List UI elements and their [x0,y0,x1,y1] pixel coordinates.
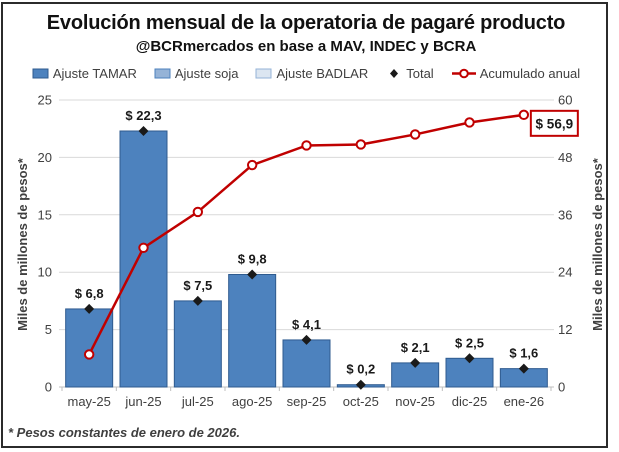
line-point-may-25 [83,349,95,360]
total-diamond-oct-25 [355,379,366,390]
left-axis-tick: 20 [38,150,52,165]
bar-jul-25 [173,300,222,388]
x-axis-label-ago-25: ago-25 [232,394,272,409]
right-axis-tick: 24 [558,265,572,280]
line-point-dic-25 [464,117,475,128]
legend-label: Acumulado anual [479,66,581,81]
total-diamond-may-25 [84,303,95,314]
line-point-sep-25 [301,140,312,151]
data-label-jun-25: $ 22,3 [125,108,161,123]
chart-title: Evolución mensual de la operatoria de pa… [46,12,566,34]
right-axis-tick: 36 [558,207,572,222]
annotation-box [529,109,579,137]
x-axis-label-sep-25: sep-25 [287,394,327,409]
line-point-nov-25 [409,129,421,140]
x-axis-label-jun-25: jun-25 [124,394,161,409]
right-axis-tick: 48 [558,150,572,165]
left-axis-tick: 25 [38,93,52,108]
legend-label: Total [406,66,434,81]
x-axis-label-may-25: may-25 [67,394,110,409]
x-axis-label-oct-25: oct-25 [343,394,379,409]
square-icon [255,68,272,79]
line-point-jul-25 [192,206,204,218]
data-label-dic-25: $ 2,5 [455,335,484,350]
total-diamond-ene-26 [518,363,529,374]
bar-ago-25 [228,273,277,388]
data-label-sep-25: $ 4,1 [292,317,321,332]
x-axis-label-jul-25: jul-25 [181,394,214,409]
legend-item-acumulado-anual: Acumulado anual [451,66,580,81]
total-diamond-dic-25 [464,353,475,364]
legend-label: Ajuste BADLAR [276,66,369,81]
line-point-oct-25 [355,139,367,150]
x-axis-label-dic-25: dic-25 [452,394,487,409]
x-axis-label-ene-26: ene-26 [504,394,544,409]
data-label-ene-26: $ 1,6 [509,346,538,361]
footnote: * Pesos constantes de enero de 2026. [8,425,240,440]
chart-subtitle: @BCRmercados en base a MAV, INDEC y BCRA [135,38,477,55]
right-axis-tick: 12 [558,322,572,337]
left-axis-tick: 0 [45,380,52,395]
data-label-may-25: $ 6,8 [75,286,104,301]
square-icon [154,68,171,79]
legend-item-ajuste-badlar: Ajuste BADLAR [255,66,368,81]
square-icon [32,68,49,79]
chart-legend: Ajuste TAMAR Ajuste soja Ajuste BADLAR Tota… [10,66,602,81]
total-diamond-jun-25 [138,125,149,136]
total-diamond-ago-25 [247,269,258,280]
total-diamond-sep-25 [301,334,312,345]
left-axis-tick: 5 [45,322,52,337]
line-point-ene-26 [518,109,530,121]
legend-item-ajuste-tamar: Ajuste TAMAR [32,66,137,81]
data-label-nov-25: $ 2,1 [401,340,430,355]
line-circle-icon [451,68,476,79]
legend-label: Ajuste TAMAR [52,66,137,81]
total-diamond-nov-25 [410,357,421,368]
right-axis-tick: 60 [558,93,572,108]
legend-item-total: Total [385,66,434,81]
legend-label: Ajuste soja [174,66,239,81]
left-axis-tick: 15 [38,207,52,222]
bar-jun-25 [119,130,168,388]
legend-item-ajuste-soja: Ajuste soja [154,66,239,81]
line-point-jun-25 [138,242,149,254]
total-diamond-jul-25 [192,295,203,306]
data-label-jul-25: $ 7,5 [183,278,212,293]
line-point-ago-25 [246,159,258,171]
diamond-icon [390,69,399,78]
bar-sep-25 [282,339,331,388]
data-label-oct-25: $ 0,2 [346,362,375,377]
annotation-text: $ 56,9 [536,116,574,131]
left-axis-tick: 10 [38,265,52,280]
right-axis-tick: 0 [558,380,565,395]
data-label-ago-25: $ 9,8 [238,251,267,266]
x-axis-label-nov-25: nov-25 [395,394,435,409]
